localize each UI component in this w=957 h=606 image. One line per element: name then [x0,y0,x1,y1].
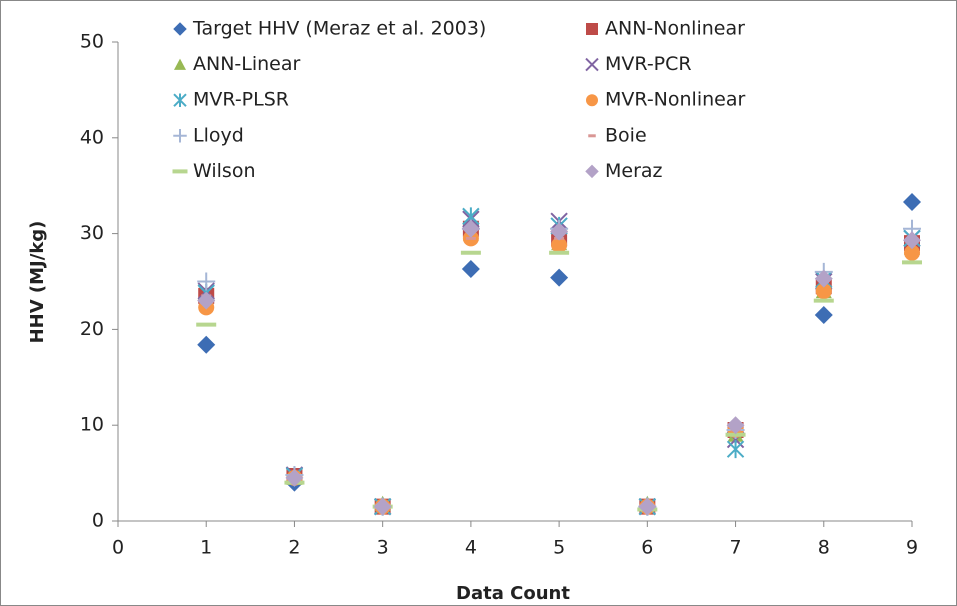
x-tick-label: 5 [553,537,565,559]
marker [904,244,920,261]
marker [550,268,569,287]
legend-marker [586,94,598,107]
legend-marker [586,23,598,35]
legend-label: MVR-PLSR [193,89,289,111]
x-tick-label: 7 [730,537,742,559]
marker [551,237,568,254]
marker [461,260,480,279]
x-tick-label: 9 [906,537,918,559]
legend-marker [173,93,187,107]
legend-label: Lloyd [193,124,244,146]
legend-marker [173,22,187,36]
marker [638,497,657,516]
legend-label: Target HHV (Meraz et al. 2003) [192,18,486,40]
x-tick-label: 8 [818,537,830,559]
legend-marker [585,164,599,179]
marker [814,269,833,288]
y-axis-title: HHV (MJ/kg) [27,221,48,344]
x-axis-title: Data Count [456,583,570,604]
marker [197,291,216,310]
marker [814,306,833,325]
legend-label: ANN-Nonlinear [605,18,745,40]
x-tick-label: 0 [112,537,124,559]
marker [903,231,921,250]
legend-label: Meraz [605,160,663,182]
y-tick-label: 40 [80,126,104,148]
x-tick-label: 2 [288,537,300,559]
marker [726,440,745,459]
legend-label: ANN-Linear [193,53,301,75]
legend-marker [585,57,599,72]
marker [461,219,480,238]
legend-label: Boie [605,124,647,146]
marker [285,468,304,487]
y-tick-label: 0 [92,510,104,532]
y-tick-label: 50 [80,31,104,53]
marker [197,335,216,354]
marker [373,497,392,516]
y-tick-label: 30 [80,222,104,244]
marker [197,272,216,291]
marker [550,222,569,241]
marker [815,283,832,300]
x-tick-label: 6 [641,537,653,559]
y-tick-label: 20 [80,318,104,340]
marker [903,192,921,211]
legend-marker [174,58,186,70]
x-tick-label: 3 [377,537,389,559]
legend-label: Wilson [193,160,256,182]
y-tick-label: 10 [80,414,104,436]
marker [726,416,745,435]
legend-marker [173,129,187,143]
x-tick-label: 4 [465,537,477,559]
legend-label: MVR-PCR [605,53,692,75]
x-tick-label: 1 [200,537,212,559]
legend-label: MVR-Nonlinear [605,89,745,111]
